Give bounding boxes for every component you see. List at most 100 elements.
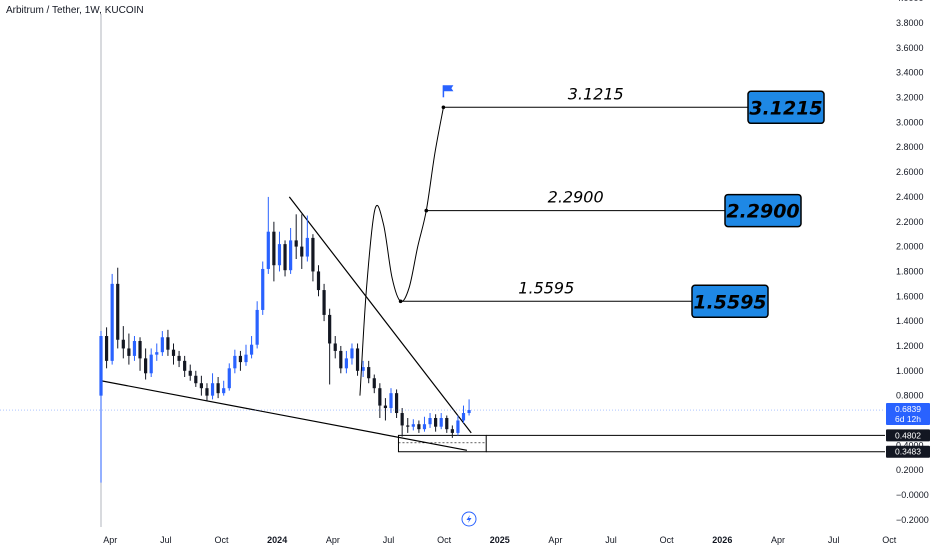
candle-body: [121, 339, 125, 349]
x-tick-label: Apr: [771, 535, 785, 545]
y-tick-label: 3.0000: [896, 117, 924, 127]
candle-body: [132, 340, 137, 356]
time-axis[interactable]: Apr Jul Oct 2024 Apr Jul Oct 2025 Apr Jul Oct 2026 A…: [103, 535, 896, 545]
candle-body: [127, 348, 131, 356]
candle-body: [222, 388, 226, 394]
target-box-value: 1.5595: [693, 291, 766, 313]
candle-body: [255, 309, 259, 345]
x-tick-label: Jul: [605, 535, 617, 545]
current-price-countdown: 6d 12h: [895, 414, 921, 424]
y-tick-label: 1.2000: [896, 341, 924, 351]
candle-body: [261, 268, 265, 310]
candles-layer: [0, 196, 885, 483]
y-tick-label: 3.4000: [896, 68, 924, 78]
candle-body: [166, 337, 170, 350]
candle-body: [171, 349, 176, 356]
y-tick-label: −0.2000: [896, 515, 929, 525]
candle-body: [467, 410, 471, 414]
price-axis[interactable]: 4.0000 3.8000 3.6000 3.4000 3.2000 3.0000 2.80…: [896, 0, 929, 525]
candle-body: [149, 354, 153, 374]
candle-body: [367, 367, 371, 379]
x-tick-label: 2025: [490, 535, 510, 545]
candle-body: [183, 360, 187, 371]
resistance-trendline: [288, 196, 472, 434]
x-tick-label: 2024: [267, 535, 287, 545]
x-tick-label: Apr: [548, 535, 562, 545]
candle-body: [339, 350, 343, 369]
candle-body: [294, 240, 298, 247]
y-tick-label: 1.8000: [896, 266, 924, 276]
candle-body: [272, 231, 276, 266]
y-tick-label: 2.0000: [896, 242, 924, 252]
candle-body: [439, 417, 443, 427]
candle-body: [99, 336, 103, 396]
candle-body: [216, 383, 220, 394]
price-level-tag: [886, 429, 930, 442]
candle-body: [428, 417, 432, 425]
candle-body: [411, 424, 415, 427]
candle-body: [322, 290, 326, 315]
price-level-tag: [886, 445, 930, 458]
y-tick-label: 1.4000: [896, 316, 924, 326]
candle-body: [249, 344, 254, 355]
projection-layer: 3.1215 3.1215 2.2900 2.2900 1.5595 1.5595: [359, 84, 825, 396]
candle-body: [394, 393, 399, 414]
lightning-icon[interactable]: [461, 511, 477, 527]
y-tick-label: 3.6000: [896, 43, 924, 53]
y-tick-label: −0.0000: [896, 490, 929, 500]
candle-body: [350, 348, 354, 359]
candle-body: [422, 424, 427, 430]
candle-body: [450, 429, 454, 433]
candle-body: [355, 348, 360, 371]
target-box-value: 2.2900: [726, 201, 799, 223]
candle-body: [417, 424, 421, 430]
x-tick-label: Jul: [160, 535, 172, 545]
x-tick-label: 2026: [712, 535, 732, 545]
candle-body: [456, 420, 460, 433]
candle-body: [233, 355, 237, 369]
candle-body: [244, 354, 248, 363]
candle-body: [210, 383, 215, 396]
candle-body: [300, 246, 304, 257]
y-tick-label: 1.6000: [896, 291, 924, 301]
candle-body: [289, 240, 293, 271]
candle-body: [144, 358, 148, 374]
projection-curve: [359, 107, 444, 396]
x-tick-label: Jul: [828, 535, 840, 545]
accumulation-box: [397, 434, 487, 453]
flag-cloth: [443, 85, 454, 92]
candle-body: [333, 343, 337, 351]
candle-body: [316, 271, 321, 291]
candle-body: [177, 355, 181, 361]
target-box: [724, 193, 802, 228]
target-box: [691, 284, 769, 319]
candle-body: [277, 244, 282, 266]
chart-title: Arbitrum / Tether, 1W, KUCOIN: [6, 5, 144, 16]
target-box-value: 3.1215: [749, 97, 822, 119]
x-tick-label: Apr: [326, 535, 340, 545]
candle-body: [406, 425, 410, 427]
candle-body: [138, 340, 142, 359]
candle-body: [266, 231, 270, 269]
x-tick-label: Oct: [660, 535, 675, 545]
candle-body: [434, 417, 438, 427]
y-tick-label: 4.0000: [896, 0, 924, 3]
candle-body: [383, 405, 388, 409]
trendlines-layer: [100, 196, 885, 453]
candle-body: [328, 314, 332, 344]
price-level-value: 0.4802: [895, 430, 921, 440]
y-tick-label: 0.4000: [896, 440, 924, 450]
x-tick-label: Oct: [882, 535, 897, 545]
candle-body: [344, 358, 348, 369]
candle-body: [116, 283, 120, 340]
x-tick-label: Oct: [215, 535, 230, 545]
candle-body: [188, 370, 192, 376]
x-tick-label: Apr: [103, 535, 117, 545]
candle-body: [199, 383, 203, 389]
y-tick-label: 1.0000: [896, 366, 924, 376]
current-price-value: 0.6839: [895, 404, 921, 414]
y-tick-label: 3.8000: [896, 18, 924, 28]
y-tick-label: 2.6000: [896, 167, 924, 177]
candle-body: [400, 413, 404, 426]
